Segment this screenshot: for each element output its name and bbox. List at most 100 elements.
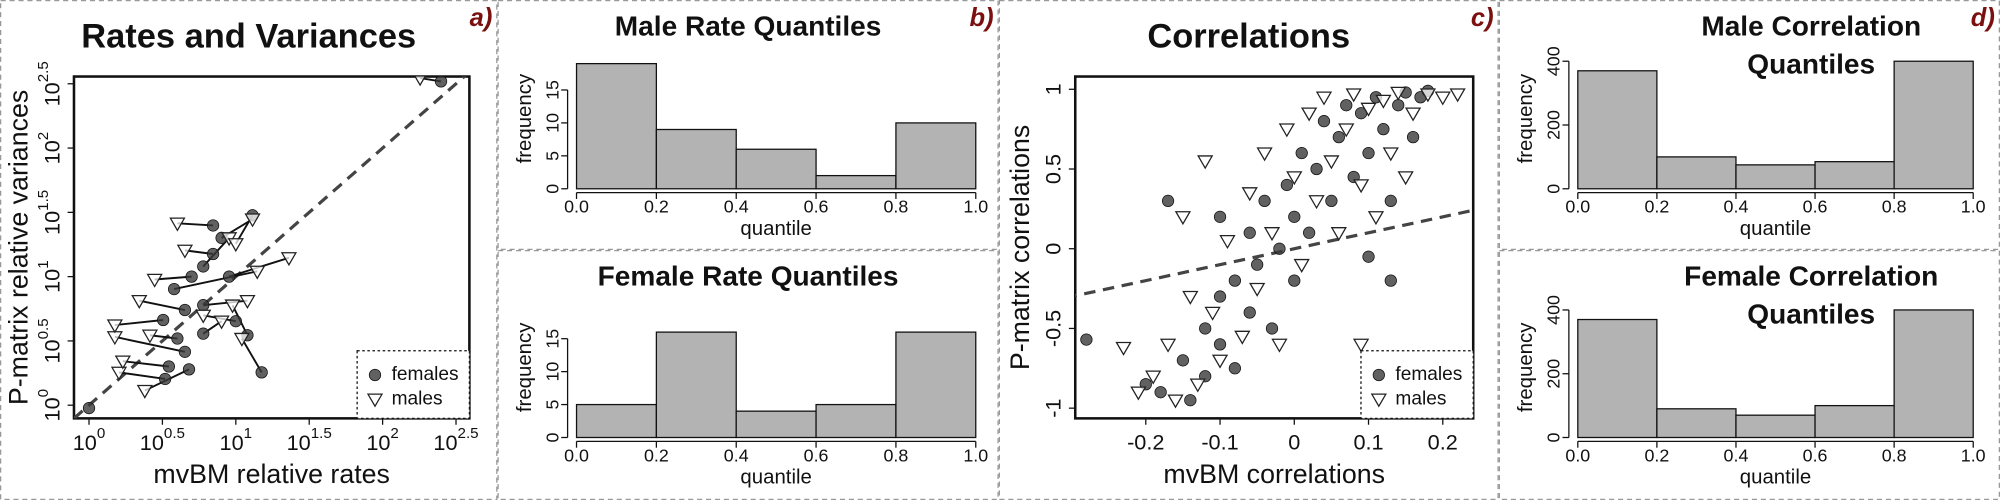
y-tick-label: -1 [1041,399,1066,418]
legend-box [356,350,471,420]
point [1249,282,1266,297]
point [1397,171,1414,186]
point [1182,290,1199,305]
point [1189,378,1206,393]
x-tick-label: -0.2 [1127,430,1164,455]
point [1345,88,1362,103]
bar [1656,408,1737,439]
x-tick-label: 1.0 [1961,445,1986,465]
pair-link [154,275,192,281]
point [1330,227,1347,242]
point [1174,211,1192,226]
chart-title: Rates and Variances [81,17,416,55]
panel-label: b) [970,4,994,32]
x-tick-label: 1.0 [963,445,988,465]
y-tick-label: 1 [1041,83,1066,95]
x-axis-label: quantile [740,467,811,489]
point [1384,274,1397,287]
point [178,303,192,317]
bar [895,331,977,439]
identity-line [1075,208,1474,298]
chart-title: Female Rate Quantiles [598,260,899,291]
point [1280,178,1293,192]
y-tick-label: -0.5 [1041,310,1066,347]
bar [815,174,897,190]
bar [655,128,737,190]
x-tick-label: 0.0 [564,197,589,217]
bar [735,410,817,439]
point [146,273,163,288]
point [229,315,242,328]
point [1303,226,1316,239]
x-tick-label: 0.2 [644,197,669,217]
x-tick-label: 0.4 [724,197,749,217]
point [1340,99,1353,112]
point [227,238,244,253]
point [1241,187,1258,202]
point [178,345,192,358]
point [1286,171,1303,186]
point [1130,386,1147,401]
y-tick-label: 101 [35,260,64,293]
x-tick-label: 0.1 [1353,430,1383,455]
y-tick-label: 400 [1544,295,1564,325]
point [1228,362,1242,375]
point [1213,290,1227,303]
bar [1893,60,1974,190]
y-axis-label: P-matrix correlations [1005,125,1035,370]
point [110,366,128,381]
point [169,217,186,232]
bar [1577,70,1658,190]
x-tick-label: 0.6 [1803,197,1828,217]
point [197,327,210,340]
x-tick-label: 0.0 [1565,445,1590,465]
point [1184,394,1197,407]
point [1406,130,1420,144]
panel-border [1498,250,2000,500]
legend-label: males [392,388,443,409]
chart-title: Female Correlation [1684,260,1938,291]
panel-label: a) [470,4,493,32]
pair-link [122,360,169,368]
point [1271,338,1288,353]
bar [815,403,897,439]
pair-link [114,335,186,353]
point [1404,107,1422,122]
x-tick-label: 0.0 [1565,197,1590,217]
x-tick-label: 0.4 [724,445,749,465]
point [1382,147,1399,162]
y-tick-label: 5 [542,400,562,410]
panel-border [0,0,498,500]
x-axis-label: mvBM correlations [1163,459,1385,489]
point [1375,94,1392,109]
point [233,332,251,347]
y-tick-label: 400 [1544,46,1564,76]
point [1288,210,1301,223]
y-tick-label: 15 [542,80,562,100]
chart-title: Correlations [1147,17,1350,55]
x-tick-label: 0.6 [1803,445,1828,465]
x-tick-label: 0.6 [804,197,829,217]
chart-title: Male Correlation [1701,10,1921,41]
point [1263,227,1281,242]
point [434,76,448,88]
point [1384,194,1397,208]
point [159,372,172,386]
y-axis-label: P-matrix relative variances [3,90,33,405]
point [168,282,181,296]
point [1434,91,1451,106]
point [249,265,266,280]
y-tick-label: 100 [35,389,64,422]
x-tick-label: 100.5 [140,425,185,454]
bar [1656,156,1737,190]
x-tick-label: 102 [366,425,399,454]
legend-marker [366,393,384,408]
point [1159,338,1177,353]
y-tick-label: 101.5 [35,190,64,235]
point [185,270,198,283]
pair-link [139,299,186,311]
x-tick-label: 0.0 [564,445,589,465]
legend-marker [1370,393,1387,408]
x-axis-label: quantile [1740,218,1811,240]
point [1367,211,1385,226]
